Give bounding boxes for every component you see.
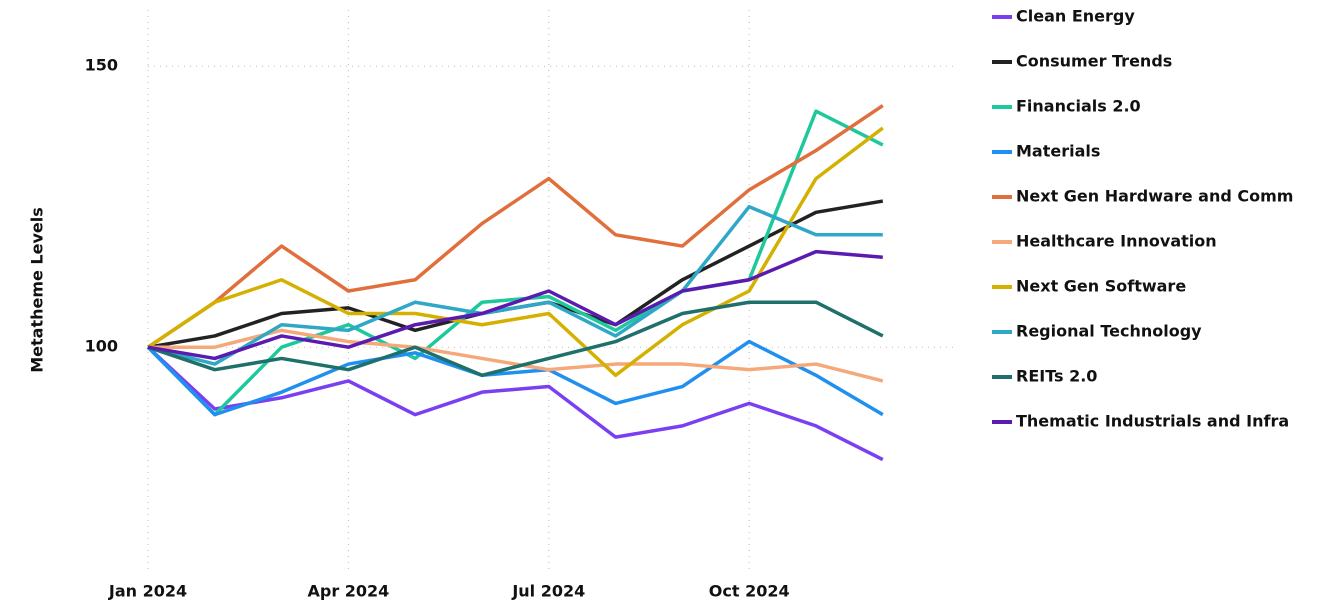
series-line [147,249,883,361]
series-line [147,204,883,366]
legend-label: Next Gen Software [1016,277,1186,296]
legend-label: Next Gen Hardware and Comm [1016,187,1293,206]
series-line [147,104,884,349]
x-tick-label: Oct 2024 [709,582,790,601]
legend-label: Consumer Trends [1016,52,1172,71]
series-line [146,339,884,417]
y-tick-label: 150 [85,56,118,75]
y-axis-title: Metatheme Levels [28,207,47,373]
x-tick-label: Jul 2024 [511,582,585,601]
series-line [147,126,884,378]
legend-label: REITs 2.0 [1016,367,1097,386]
legend-label: Materials [1016,142,1100,161]
legend-label: Thematic Industrials and Infra [1016,412,1289,431]
x-tick-label: Apr 2024 [307,582,389,601]
legend-label: Healthcare Innovation [1016,232,1217,251]
legend-label: Financials 2.0 [1016,97,1141,116]
legend-label: Clean Energy [1016,7,1135,26]
y-tick-label: 100 [85,337,118,356]
series-line [147,300,884,378]
legend-label: Regional Technology [1016,322,1202,341]
series-line [146,109,884,417]
series-line [146,345,884,462]
x-tick-label: Jan 2024 [108,582,187,601]
